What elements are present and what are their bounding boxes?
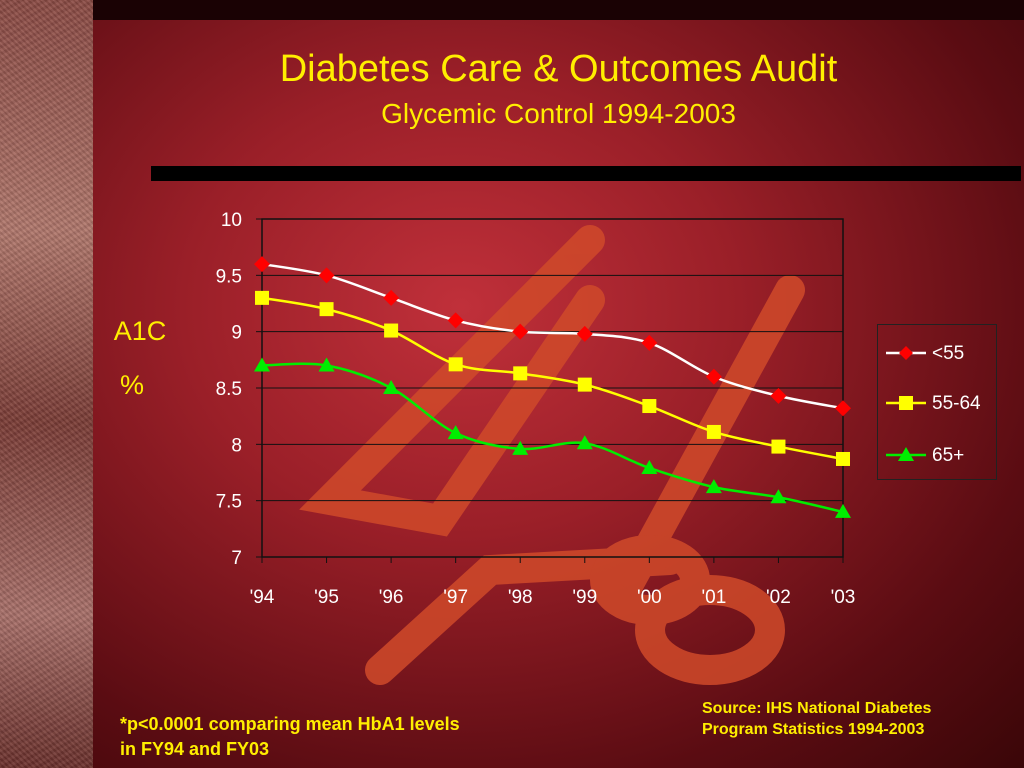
source-note: Source: IHS National Diabetes Program St… <box>702 698 1002 740</box>
legend-diamond-marker-icon <box>886 346 926 360</box>
y-tick-label: 7 <box>231 548 242 569</box>
y-axis-title: A1C <box>113 316 167 346</box>
x-tick-label: '98 <box>508 587 533 608</box>
data-point-diamond <box>512 323 529 340</box>
title-divider <box>151 166 1021 181</box>
y-tick-label: 9.5 <box>216 266 242 287</box>
y-axis-unit: % <box>119 370 144 400</box>
source-line: Source: IHS National Diabetes <box>702 700 932 717</box>
data-point-square <box>448 357 463 372</box>
legend-label: <55 <box>932 343 965 364</box>
legend-label: 55-64 <box>932 393 981 414</box>
data-point-diamond <box>318 267 335 284</box>
footnote: *p<0.0001 comparing mean HbA1 levels in … <box>120 712 580 762</box>
data-point-diamond <box>770 387 787 404</box>
series-line <box>261 296 844 461</box>
data-point-square <box>771 439 786 454</box>
series-line <box>261 362 844 514</box>
data-point-triangle <box>641 459 658 474</box>
data-point-triangle <box>318 357 335 372</box>
data-point-diamond <box>576 325 593 342</box>
data-point-diamond <box>641 334 658 351</box>
data-point-diamond <box>705 368 722 385</box>
data-point-triangle <box>383 380 400 394</box>
slide-subtitle: Glycemic Control 1994-2003 <box>381 98 736 129</box>
top-dark-band <box>93 0 1024 20</box>
legend-label: 65+ <box>932 445 965 466</box>
left-texture-strip <box>0 0 93 768</box>
x-tick-label: '02 <box>766 587 791 608</box>
x-tick-label: '95 <box>314 587 339 608</box>
legend-item: 65+ <box>878 441 996 471</box>
data-point-triangle <box>254 357 270 372</box>
data-point-triangle <box>705 479 722 494</box>
data-point-diamond <box>447 312 464 329</box>
legend-triangle-marker-icon <box>886 447 926 461</box>
x-tick-label: '01 <box>702 587 727 608</box>
data-point-square <box>836 451 850 466</box>
x-tick-label: '99 <box>572 587 597 608</box>
y-tick-label: 8.5 <box>216 379 242 400</box>
legend-item: 55-64 <box>878 389 996 419</box>
y-tick-label: 9 <box>231 323 242 344</box>
data-point-square <box>577 377 592 392</box>
x-tick-label: '97 <box>443 587 468 608</box>
series-line <box>261 262 844 410</box>
data-point-square <box>255 290 269 305</box>
legend-square-marker-icon <box>886 396 926 410</box>
x-tick-label: '94 <box>250 587 275 608</box>
y-tick-label: 8 <box>231 435 242 456</box>
x-tick-label: '96 <box>379 587 404 608</box>
x-tick-label: '00 <box>637 587 662 608</box>
data-point-square <box>319 302 334 317</box>
data-point-square <box>513 366 528 381</box>
data-point-diamond <box>835 400 851 417</box>
data-point-triangle <box>835 503 851 518</box>
footnote-line: *p<0.0001 comparing mean HbA1 levels <box>120 714 460 734</box>
x-tick-label: '03 <box>831 587 856 608</box>
data-point-triangle <box>576 435 593 450</box>
slide-title: Diabetes Care & Outcomes Audit <box>279 48 838 90</box>
data-point-triangle <box>770 489 787 504</box>
data-point-square <box>384 323 399 338</box>
data-point-diamond <box>254 256 270 273</box>
y-tick-label: 7.5 <box>216 492 242 513</box>
y-tick-label: 10 <box>221 210 242 231</box>
source-line: Program Statistics 1994-2003 <box>702 721 925 738</box>
chart-legend: <55 55-64 65+ <box>877 324 997 480</box>
legend-item: <55 <box>878 339 996 369</box>
data-point-triangle <box>512 440 529 455</box>
data-point-triangle <box>447 425 464 440</box>
data-point-square <box>642 399 657 414</box>
data-point-square <box>706 424 721 439</box>
footnote-line: in FY94 and FY03 <box>120 739 270 759</box>
data-point-diamond <box>383 289 400 306</box>
